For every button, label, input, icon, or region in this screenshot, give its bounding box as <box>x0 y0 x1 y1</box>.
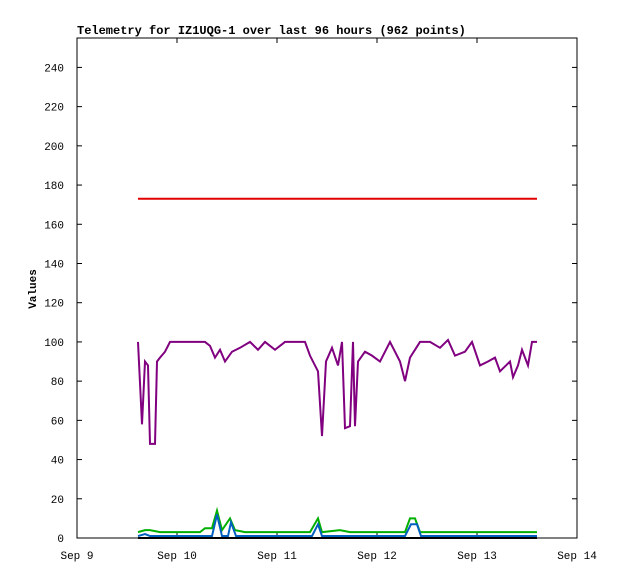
y-tick-label: 120 <box>44 299 64 311</box>
y-tick-label: 0 <box>57 534 64 546</box>
series-line <box>137 338 537 445</box>
y-tick-label: 20 <box>51 495 64 507</box>
x-tick-label: Sep 9 <box>60 551 93 563</box>
y-tick-label: 240 <box>44 63 64 75</box>
x-tick-label: Sep 10 <box>157 551 197 563</box>
y-tick-label: 220 <box>44 103 64 115</box>
series-line <box>137 514 537 538</box>
x-tick-label: Sep 13 <box>457 551 497 563</box>
x-tick-label: Sep 14 <box>557 551 597 563</box>
chart-title: Telemetry for IZ1UQG-1 over last 96 hour… <box>77 24 466 38</box>
y-tick-label: 160 <box>44 220 64 232</box>
series-line <box>137 506 537 534</box>
y-tick-label: 60 <box>51 416 64 428</box>
y-tick-label: 140 <box>44 259 64 271</box>
y-tick-label: 40 <box>51 456 64 468</box>
y-axis-label: Values <box>28 269 40 309</box>
y-tick-label: 180 <box>44 181 64 193</box>
x-tick-label: Sep 12 <box>357 551 397 563</box>
y-tick-label: 100 <box>44 338 64 350</box>
y-tick-label: 200 <box>44 142 64 154</box>
y-tick-label: 80 <box>51 377 64 389</box>
x-tick-label: Sep 11 <box>257 551 297 563</box>
